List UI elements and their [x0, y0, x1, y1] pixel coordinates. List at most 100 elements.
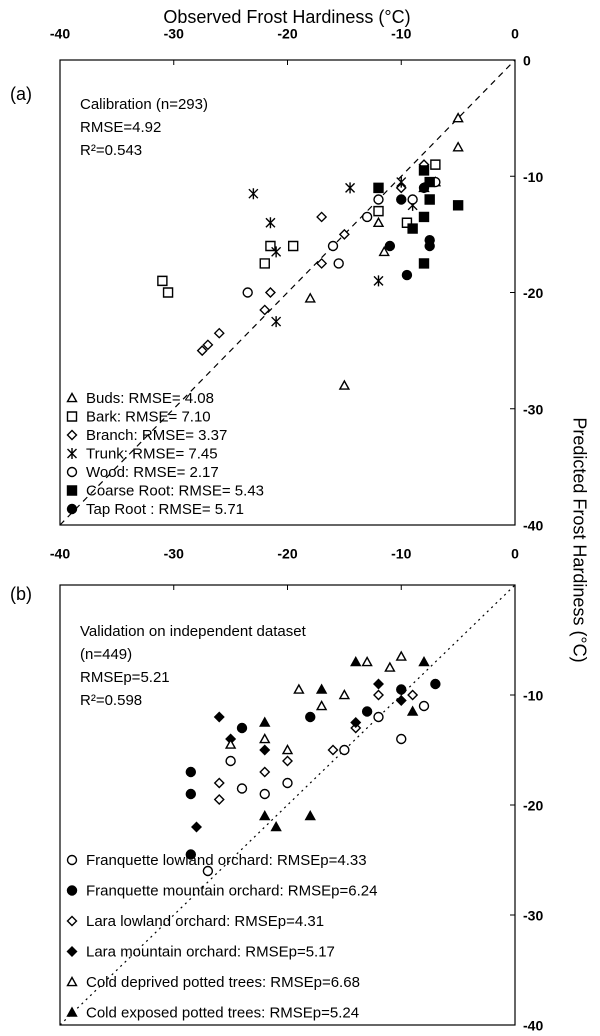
annotation: Calibration (n=293): [80, 96, 208, 113]
data-point: [373, 275, 384, 287]
data-point: [305, 711, 316, 723]
data-point: [316, 257, 328, 269]
data-point: [361, 211, 373, 223]
data-point: [304, 292, 316, 303]
data-point: [339, 744, 350, 756]
data-point: [264, 287, 276, 298]
x-tick-label: -40: [50, 26, 70, 42]
data-point: [236, 722, 248, 734]
data-point: [350, 722, 362, 734]
data-point: [424, 194, 435, 205]
data-point: [407, 223, 418, 234]
data-point: [259, 766, 271, 778]
legend-label: Branch: RMSE= 3.37: [86, 427, 227, 444]
y-axis-label: Predicted Frost Hardiness (°C): [569, 417, 589, 662]
data-point: [185, 766, 197, 778]
x-axis-label: Observed Frost Hardiness (°C): [163, 7, 410, 27]
data-point: [213, 777, 225, 789]
data-point: [242, 287, 253, 298]
legend-marker: [66, 915, 78, 927]
data-point: [236, 783, 248, 794]
data-point: [282, 777, 293, 789]
one-to-one-line: [59, 59, 516, 526]
data-point: [338, 689, 351, 700]
legend-label: Tap Root : RMSE= 5.71: [86, 501, 244, 518]
data-point: [270, 821, 282, 832]
legend-marker: [66, 1006, 78, 1017]
legend-marker: [66, 392, 78, 403]
data-point: [202, 865, 214, 877]
x-tick-label: 0: [511, 26, 519, 42]
data-point: [424, 235, 435, 246]
data-point: [395, 695, 407, 706]
data-point: [401, 269, 413, 281]
data-point: [327, 240, 339, 252]
legend-marker: [66, 503, 78, 515]
legend-label: Cold deprived potted trees: RMSEp=6.68: [86, 974, 360, 991]
x-tick-label: -20: [277, 546, 297, 562]
data-point: [162, 287, 174, 298]
data-point: [418, 700, 430, 712]
data-point: [373, 689, 384, 701]
legend-label: Coarse Root: RMSE= 5.43: [86, 482, 264, 499]
x-tick-label: -20: [277, 26, 297, 42]
data-point: [265, 217, 276, 229]
legend-marker: [66, 976, 78, 987]
data-point: [373, 182, 384, 194]
legend-marker: [66, 885, 78, 896]
legend-marker: [66, 466, 78, 478]
legend-marker: [66, 429, 78, 441]
annotation: R²=0.543: [80, 142, 142, 159]
data-point: [327, 744, 339, 756]
legend-label: Wood: RMSE= 2.17: [86, 464, 219, 481]
y-tick-label: -30: [523, 401, 543, 417]
y-tick-label: -20: [523, 798, 543, 814]
legend-label: Lara lowland orchard: RMSEp=4.31: [86, 913, 324, 930]
legend-marker: [67, 448, 77, 459]
legend-label: Trunk: RMSE= 7.45: [86, 445, 218, 462]
data-point: [259, 716, 271, 727]
x-tick-label: -30: [164, 546, 184, 562]
data-point: [196, 345, 208, 357]
data-point: [224, 738, 237, 749]
data-point: [338, 379, 351, 390]
data-point: [373, 194, 384, 205]
data-point: [418, 258, 430, 269]
x-tick-label: -30: [164, 26, 184, 42]
data-point: [452, 112, 464, 123]
annotation: (n=449): [80, 646, 132, 663]
legend-label: Buds: RMSE= 4.08: [86, 390, 214, 407]
data-point: [157, 275, 168, 287]
data-point: [213, 794, 225, 805]
data-point: [418, 165, 430, 176]
data-point: [418, 656, 430, 667]
legend-marker: [66, 854, 78, 866]
data-point: [430, 159, 441, 170]
data-point: [281, 744, 294, 755]
data-point: [372, 216, 385, 228]
data-point: [350, 656, 362, 667]
data-point: [259, 258, 270, 269]
data-point: [213, 327, 225, 339]
y-tick-label: -10: [523, 688, 543, 704]
data-point: [373, 205, 384, 217]
x-tick-label: -10: [391, 26, 411, 42]
data-point: [373, 678, 384, 690]
data-point: [185, 788, 197, 800]
data-point: [406, 705, 419, 716]
legend-marker: [66, 946, 78, 957]
data-point: [395, 182, 407, 194]
data-point: [452, 141, 464, 152]
data-point: [396, 194, 407, 205]
data-point: [225, 755, 236, 767]
data-point: [185, 849, 197, 860]
legend-label: Franquette lowland orchard: RMSEp=4.33: [86, 852, 367, 869]
data-point: [384, 661, 396, 672]
y-tick-label: 0: [523, 53, 531, 69]
data-point: [259, 304, 271, 316]
data-point: [304, 810, 316, 821]
data-point: [407, 689, 419, 701]
data-point: [395, 650, 407, 661]
data-point: [373, 711, 384, 723]
legend-label: Lara mountain orchard: RMSEp=5.17: [86, 943, 335, 960]
